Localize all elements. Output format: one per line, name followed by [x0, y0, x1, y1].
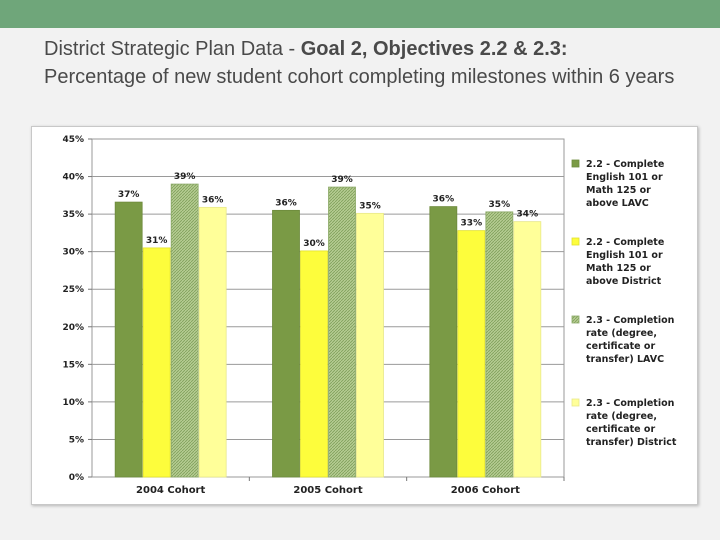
data-label: 36% — [202, 195, 224, 205]
y-tick-label: 40% — [62, 173, 84, 183]
data-label: 39% — [331, 175, 353, 185]
legend-label: 2.3 - Completion — [586, 315, 675, 326]
bar — [457, 230, 486, 478]
legend-label: Math 125 or — [586, 185, 651, 196]
x-category-label: 2004 Cohort — [136, 485, 205, 496]
chart-frame: 0% 5% 10% 15% 20% 25% 30% 35% 40% 45% 37% 31% 39% 36%… — [31, 126, 698, 505]
bar — [513, 221, 542, 478]
header-band — [0, 0, 720, 28]
y-tick-label: 5% — [69, 435, 84, 445]
y-tick-label: 0% — [69, 473, 84, 483]
data-label: 35% — [359, 201, 381, 211]
legend-label: rate (degree, — [586, 328, 657, 339]
bar — [114, 201, 143, 478]
title-prefix: District Strategic Plan Data - — [44, 38, 301, 60]
bar — [328, 186, 356, 478]
bar-chart: 0% 5% 10% 15% 20% 25% 30% 35% 40% 45% 37% 31% 39% 36%… — [62, 135, 677, 496]
y-tick-label: 35% — [62, 210, 84, 220]
legend-label: above LAVC — [586, 198, 649, 209]
legend-label: certificate or — [586, 341, 655, 352]
y-tick-label: 25% — [62, 285, 84, 295]
bar — [485, 211, 514, 478]
title-rest: Percentage of new student cohort complet… — [44, 66, 675, 88]
data-label: 35% — [489, 200, 511, 210]
legend-label: certificate or — [586, 424, 655, 435]
data-label: 33% — [461, 219, 483, 229]
legend-label: 2.2 - Complete — [586, 237, 664, 248]
y-tick-label: 20% — [62, 323, 84, 333]
bar — [142, 247, 171, 478]
bar — [356, 212, 384, 478]
data-label: 31% — [146, 236, 168, 246]
legend-label: rate (degree, — [586, 411, 657, 422]
legend-label: English 101 or — [586, 172, 663, 183]
legend-label: Math 125 or — [586, 263, 651, 274]
legend-swatch — [571, 398, 580, 407]
y-tick-label: 30% — [62, 248, 84, 258]
legend-swatch — [571, 159, 580, 168]
data-label: 37% — [118, 190, 140, 200]
y-tick-label: 45% — [62, 135, 84, 145]
bar — [429, 206, 458, 478]
data-label: 39% — [174, 172, 196, 182]
legend-label: English 101 or — [586, 250, 663, 261]
legend-label: 2.3 - Completion — [586, 398, 675, 409]
bar — [272, 209, 300, 478]
x-category-label: 2005 Cohort — [293, 485, 362, 496]
bar — [300, 250, 328, 478]
data-label: 30% — [303, 239, 325, 249]
legend-label: above District — [586, 276, 662, 287]
y-tick-label: 10% — [62, 398, 84, 408]
legend-label: 2.2 - Complete — [586, 159, 664, 170]
y-tick-label: 15% — [62, 360, 84, 370]
data-label: 36% — [433, 195, 455, 205]
legend-label: transfer) LAVC — [586, 354, 664, 365]
bar — [198, 206, 227, 478]
x-category-label: 2006 Cohort — [451, 485, 520, 496]
legend-swatch — [571, 237, 580, 246]
title-bold: Goal 2, Objectives 2.2 & 2.3: — [300, 38, 568, 60]
data-label: 34% — [517, 210, 539, 220]
bar — [170, 183, 199, 478]
legend-swatch — [571, 315, 580, 324]
legend-label: transfer) District — [586, 437, 677, 448]
slide-title: District Strategic Plan Data - Goal 2, O… — [44, 35, 704, 91]
plot-area — [91, 138, 565, 478]
data-label: 36% — [275, 198, 297, 208]
